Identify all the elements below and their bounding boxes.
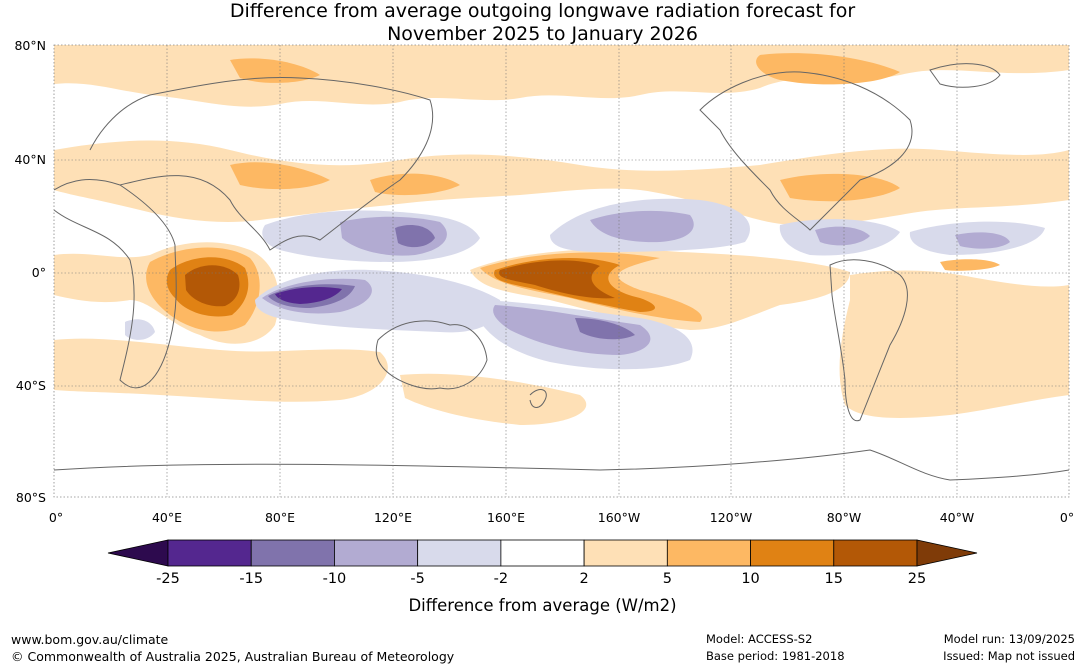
colorbar-tick-label: 15 — [825, 571, 843, 587]
south-america-atlantic-positive — [839, 270, 1069, 418]
graticule — [54, 45, 1069, 497]
greenland-coastline — [929, 63, 1001, 88]
east-indian-ocean-negative-very-strong — [275, 286, 342, 304]
lon-label: 80°W — [827, 510, 862, 525]
colorbar-tick-label: -2 — [494, 571, 508, 587]
lat-label: 80°S — [16, 490, 46, 505]
colorbar-extension-high — [916, 539, 978, 567]
colorbar-segment — [250, 539, 335, 567]
anomaly-fields — [54, 45, 1069, 497]
lon-label: 160°W — [598, 510, 640, 525]
latitude-labels: 80°N 40°N 0° 40°S 80°S — [14, 38, 46, 505]
new-zealand-coastline — [529, 389, 547, 408]
longitude-labels: 0° 40°E 80°E 120°E 160°E 160°W 120°W 80°… — [49, 510, 1074, 525]
colorbar-segment — [666, 539, 751, 567]
colorbar-segment — [750, 539, 835, 567]
south-indian-ocean-positive — [54, 338, 388, 402]
colorbar-tick-label: -15 — [239, 571, 263, 587]
coastlines — [54, 63, 1069, 481]
map-title: Difference from average outgoing longwav… — [0, 0, 1085, 46]
colorbar-tick-label: 2 — [579, 571, 588, 587]
lon-label: 120°W — [710, 510, 752, 525]
atlantic-positive-moderate — [940, 259, 1000, 271]
north-america-coastline — [699, 71, 913, 231]
lat-label: 40°N — [14, 152, 46, 167]
africa-negative-patch — [125, 319, 155, 340]
siberia-positive-region — [230, 58, 320, 83]
map-border — [53, 44, 1070, 498]
colorbar-segment — [334, 539, 419, 567]
lon-label: 160°E — [487, 510, 525, 525]
africa-coastline — [54, 179, 177, 389]
title-line-1: Difference from average outgoing longwav… — [229, 0, 856, 22]
north-subtropics-positive-belt — [54, 140, 1069, 226]
north-pacific-negative-moderate — [590, 210, 694, 243]
south-america-coastline — [829, 259, 908, 422]
footer-run-info: Model run: 13/09/2025 Issued: Map not is… — [943, 631, 1075, 665]
lon-label: 40°E — [152, 510, 182, 525]
central-pacific-positive-very-strong — [499, 260, 615, 299]
lon-label: 120°E — [374, 510, 412, 525]
colorbar-tick-label: 25 — [908, 571, 926, 587]
colorbar-tick-label: 5 — [663, 571, 672, 587]
colorbar-tick-label: 10 — [741, 571, 759, 587]
issued-status: Issued: Map not issued — [943, 649, 1075, 663]
antarctica-coastline — [54, 449, 1069, 481]
title-line-2: November 2025 to January 2026 — [387, 23, 698, 45]
south-pacific-negative-moderate — [493, 305, 651, 355]
north-atlantic-negative-moderate — [955, 232, 1010, 249]
lat-label: 0° — [32, 265, 46, 280]
colorbar-extension-low — [107, 539, 169, 567]
lon-label: 0° — [1060, 510, 1074, 525]
colorbar-label: Difference from average (W/m2) — [408, 596, 677, 615]
colorbar-segment — [167, 539, 252, 567]
colorbar — [107, 539, 978, 567]
colorbar-tick-label: -10 — [323, 571, 347, 587]
east-asia-positive-region — [370, 173, 460, 196]
colorbar-tick-labels: -25 -15 -10 -5 -2 2 5 10 15 25 — [156, 571, 926, 587]
eurasia-coastline — [89, 76, 434, 251]
copyright-text: © Commonwealth of Australia 2025, Austra… — [11, 649, 455, 664]
north-america-positive-region — [780, 173, 900, 202]
west-indian-ocean-very-strong — [185, 265, 240, 307]
south-pacific-negative-strong — [575, 318, 635, 340]
colorbar-segment — [833, 539, 918, 567]
caribbean-negative-moderate — [815, 226, 870, 246]
base-period: Base period: 1981-2018 — [706, 649, 845, 663]
colorbar-segment — [500, 539, 585, 567]
lon-label: 40°W — [940, 510, 975, 525]
lat-label: 80°N — [14, 38, 46, 53]
colorbar-segment — [417, 539, 502, 567]
lat-label: 40°S — [16, 378, 46, 393]
model-run-date: Model run: 13/09/2025 — [943, 632, 1075, 646]
colorbar-tick-label: -5 — [410, 571, 424, 587]
colorbar-tick-label: -25 — [156, 571, 180, 587]
nw-pacific-negative-strong — [395, 225, 435, 248]
colorbar-segment — [583, 539, 668, 567]
footer-model-info: Model: ACCESS-S2 Base period: 1981-2018 — [706, 631, 845, 665]
lon-label: 0° — [49, 510, 63, 525]
australia-coastline — [375, 320, 488, 390]
model-name: Model: ACCESS-S2 — [706, 632, 813, 646]
lon-label: 80°E — [265, 510, 295, 525]
website-link[interactable]: www.bom.gov.au/climate — [11, 632, 169, 647]
southern-australia-positive — [400, 373, 587, 425]
footer-left: www.bom.gov.au/climate © Commonwealth of… — [11, 631, 454, 665]
canada-positive-region — [756, 53, 900, 85]
